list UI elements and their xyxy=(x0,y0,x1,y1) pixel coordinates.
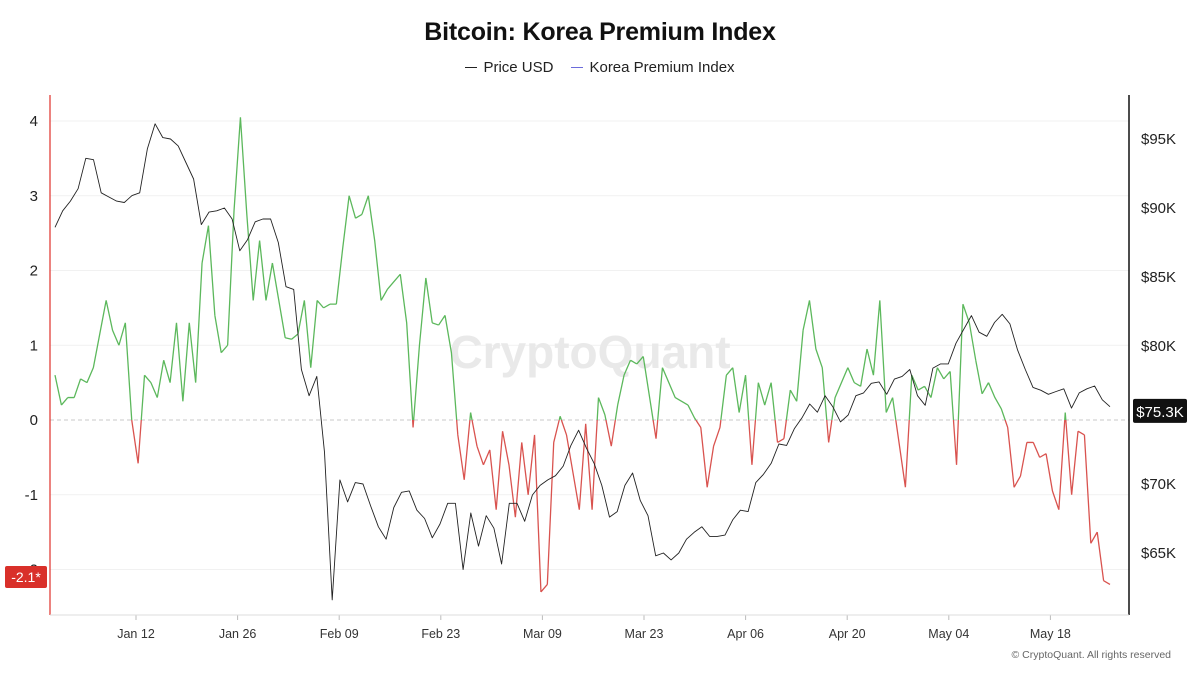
y-right-tick-label: $85K xyxy=(1141,269,1176,286)
y-right-tick-label: $65K xyxy=(1141,545,1176,562)
current-price-badge xyxy=(1133,398,1187,423)
y-left-tick-label: 3 xyxy=(30,188,38,205)
premium-line-negative xyxy=(131,419,1111,593)
x-tick-label: May 04 xyxy=(928,627,969,641)
legend-item-premium[interactable]: Korea Premium Index xyxy=(571,59,735,76)
legend-swatch-premium xyxy=(571,67,584,68)
y-right-tick-label: $70K xyxy=(1141,476,1176,493)
legend: Price USD Korea Premium Index xyxy=(0,59,1200,76)
y-right-tick-label: $90K xyxy=(1141,200,1176,217)
x-tick-label: Jan 12 xyxy=(117,627,155,641)
price-line xyxy=(54,123,1111,601)
current-index-label: -2.1* xyxy=(11,569,41,585)
x-tick-label: Feb 23 xyxy=(421,627,460,641)
legend-label-price: Price USD xyxy=(483,59,554,76)
y-left-tick-label: 4 xyxy=(30,113,38,130)
y-right-tick-label: $80K xyxy=(1141,338,1176,355)
chart-title: Bitcoin: Korea Premium Index xyxy=(424,18,776,46)
y-left-tick-label: 2 xyxy=(30,263,38,280)
legend-item-price[interactable]: Price USD xyxy=(465,59,553,76)
legend-label-premium: Korea Premium Index xyxy=(589,59,735,76)
y-left-tick-label: -1 xyxy=(25,487,38,504)
x-tick-label: Feb 09 xyxy=(320,627,359,641)
y-right-tick-label: $95K xyxy=(1141,131,1176,148)
copyright-footer: © CryptoQuant. All rights reserved xyxy=(1011,649,1171,661)
x-tick-label: Apr 20 xyxy=(829,627,866,641)
x-tick-label: Mar 23 xyxy=(625,627,664,641)
x-tick-label: May 18 xyxy=(1030,627,1071,641)
x-tick-label: Jan 26 xyxy=(219,627,257,641)
current-price-label: $75.3K xyxy=(1136,404,1184,421)
x-tick-label: Mar 09 xyxy=(523,627,562,641)
x-tick-label: Apr 06 xyxy=(727,627,764,641)
current-index-badge xyxy=(5,565,47,588)
y-left-tick-label: 1 xyxy=(30,337,38,354)
watermark: CryptoQuant xyxy=(449,326,730,378)
y-left-tick-label: 0 xyxy=(30,412,38,429)
legend-swatch-price xyxy=(465,67,478,68)
